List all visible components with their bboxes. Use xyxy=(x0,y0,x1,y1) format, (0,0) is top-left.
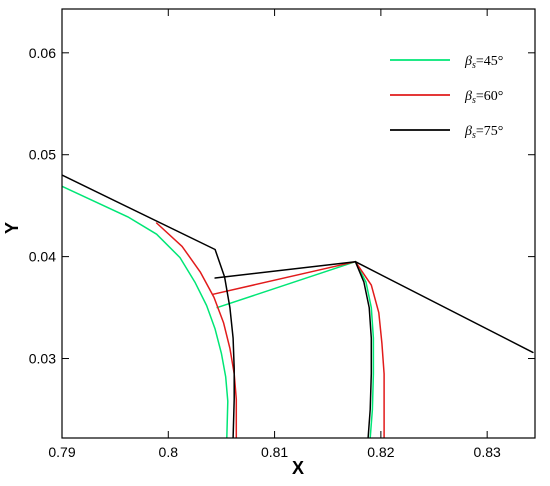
x-tick-label-1: 0.8 xyxy=(159,444,179,460)
legend-label-0: βs=45° xyxy=(464,54,503,71)
y-tick-label-1: 0.04 xyxy=(29,249,56,265)
series-0-line-2 xyxy=(354,260,375,438)
series-2-line-0 xyxy=(62,174,235,438)
series-0-line-0 xyxy=(62,185,229,438)
x-tick-label-4: 0.83 xyxy=(474,444,501,460)
series-2-line-1 xyxy=(214,260,357,279)
series-2-line-3 xyxy=(354,260,373,438)
series-0-line-1 xyxy=(216,260,357,309)
x-tick-label-2: 0.81 xyxy=(261,444,288,460)
plot-frame xyxy=(61,8,536,439)
x-tick-label-3: 0.82 xyxy=(367,444,394,460)
series-1-line-2 xyxy=(354,260,385,438)
legend-label-1: βs=60° xyxy=(464,89,503,106)
y-tick-label-2: 0.05 xyxy=(29,147,56,163)
ticks-layer: 0.79 0.8 0.81 0.82 0.83 0.03 0.04 0.05 0.06 xyxy=(29,9,535,460)
series-2-line-2 xyxy=(354,260,534,354)
x-tick-label-0: 0.79 xyxy=(48,444,75,460)
series-layer xyxy=(62,174,534,438)
series-1-line-0 xyxy=(155,222,238,438)
legend-label-2: βs=75° xyxy=(464,124,503,141)
y-tick-label-3: 0.06 xyxy=(29,45,56,61)
legend: βs=45° βs=60° βs=75° xyxy=(390,54,503,141)
series-1-line-1 xyxy=(212,260,357,296)
y-tick-label-0: 0.03 xyxy=(29,351,56,367)
x-axis-title: X xyxy=(292,458,304,478)
y-axis-title: Y xyxy=(2,222,22,234)
